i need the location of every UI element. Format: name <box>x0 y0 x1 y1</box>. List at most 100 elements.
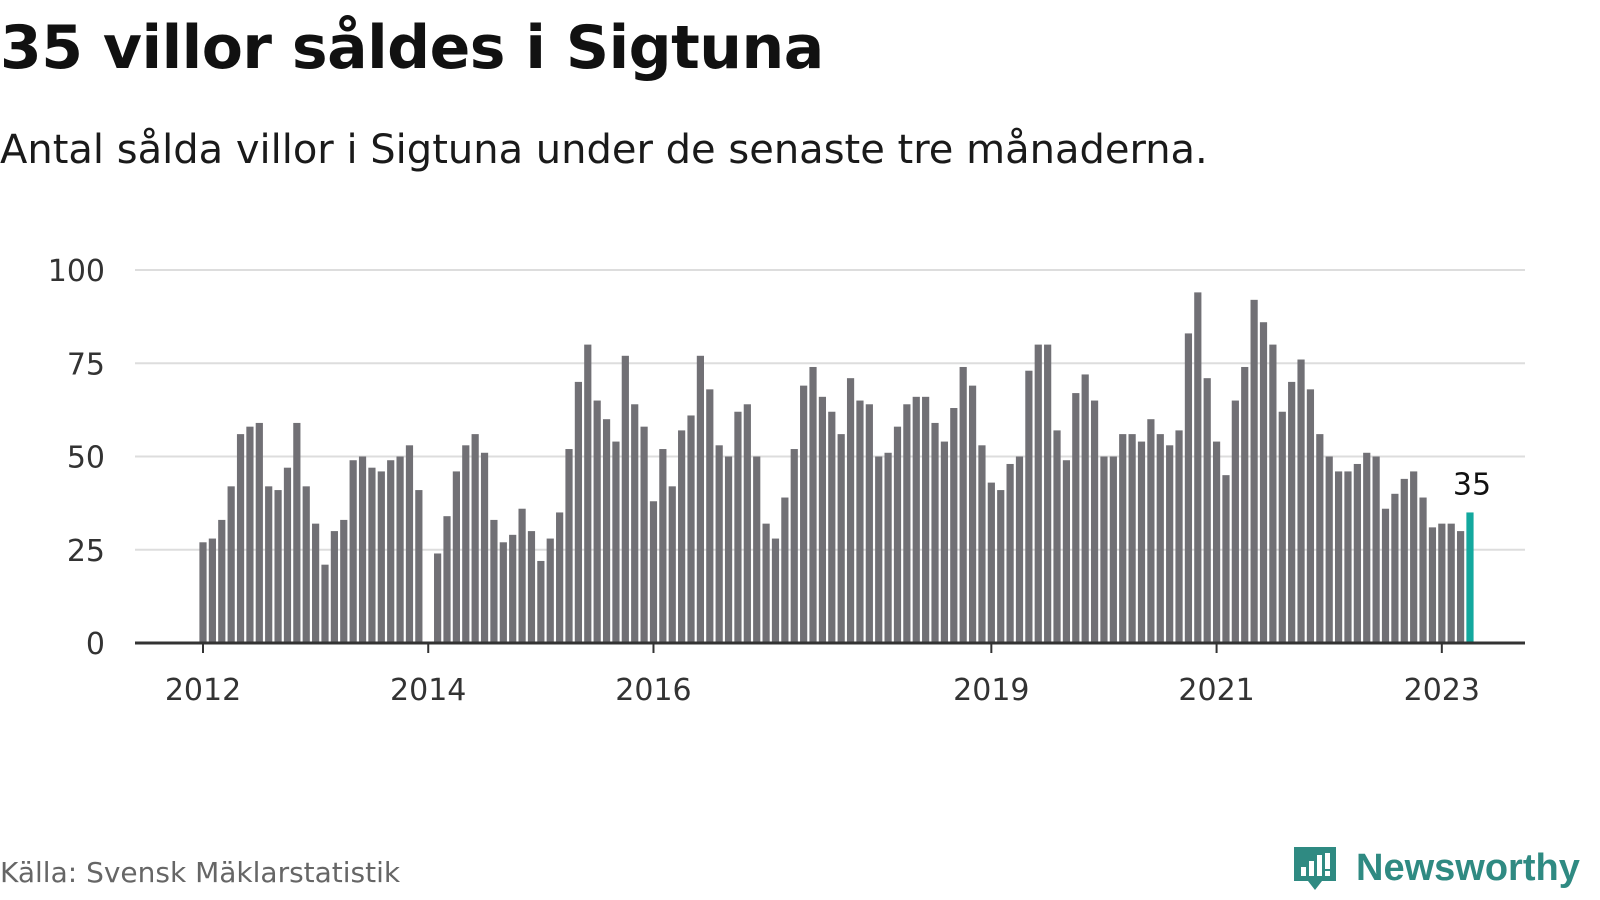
bar <box>1222 475 1230 643</box>
bar <box>875 456 883 643</box>
bar <box>1438 523 1446 643</box>
bar <box>396 456 404 643</box>
bar <box>1175 430 1183 643</box>
bar <box>546 538 554 643</box>
bar <box>696 355 704 643</box>
bar <box>584 344 592 643</box>
bar <box>762 523 770 643</box>
bar <box>208 538 216 643</box>
axes <box>135 641 1525 653</box>
bar <box>715 445 723 643</box>
bar <box>405 445 414 643</box>
bar <box>490 519 498 643</box>
bar <box>274 490 282 643</box>
bar <box>1250 299 1258 643</box>
bar <box>537 560 545 643</box>
bar <box>1372 456 1380 643</box>
source-note: Källa: Svensk Mäklarstatistik <box>0 856 401 889</box>
brand-name: Newsworthy <box>1356 846 1580 889</box>
bar <box>1081 374 1089 643</box>
bar <box>612 441 620 643</box>
bar <box>1428 527 1437 643</box>
bar <box>1344 471 1352 643</box>
bar <box>509 534 517 643</box>
bar <box>912 396 920 643</box>
bars <box>199 292 1474 643</box>
bar <box>518 508 526 643</box>
bar <box>659 449 667 643</box>
bar <box>1015 456 1024 643</box>
bar <box>527 531 536 643</box>
bar <box>1184 333 1193 643</box>
bar <box>724 456 733 643</box>
bar <box>312 523 320 643</box>
bar <box>753 456 761 643</box>
bar <box>293 422 301 643</box>
bar <box>415 490 423 643</box>
bar <box>997 490 1005 643</box>
bar <box>321 564 329 643</box>
bar <box>471 434 479 643</box>
bar <box>621 355 629 643</box>
y-tick-label: 75 <box>67 347 105 382</box>
bar <box>1034 344 1042 643</box>
bar <box>1194 292 1202 643</box>
bar <box>556 512 564 643</box>
bar <box>1259 322 1268 643</box>
bar <box>1053 430 1061 643</box>
bar <box>1400 478 1408 643</box>
bar <box>283 467 292 643</box>
bar <box>199 542 207 643</box>
bar <box>1410 471 1418 643</box>
bar <box>1166 445 1174 643</box>
bar <box>940 441 949 643</box>
bar <box>837 434 845 643</box>
bar <box>818 396 827 643</box>
bar <box>255 422 263 643</box>
bar <box>1316 434 1324 643</box>
bar <box>443 516 451 643</box>
bar <box>687 415 695 643</box>
bar <box>631 404 639 643</box>
bar <box>1306 389 1315 643</box>
bar <box>480 452 489 643</box>
bar <box>706 389 714 643</box>
bar <box>340 519 348 643</box>
bar <box>968 385 977 643</box>
bar <box>565 449 573 643</box>
bar-highlight <box>1466 512 1474 643</box>
x-tick-label: 2012 <box>165 673 241 708</box>
bar <box>1419 497 1427 643</box>
bar <box>959 366 967 643</box>
bar <box>846 378 855 643</box>
bar <box>1456 531 1465 643</box>
bar <box>893 426 902 643</box>
bar <box>922 396 930 643</box>
bar <box>1381 508 1390 643</box>
bar <box>1334 471 1343 643</box>
bar <box>1278 411 1286 643</box>
bar <box>1109 456 1117 643</box>
bar <box>950 408 958 643</box>
chart-title: 35 villor såldes i Sigtuna <box>0 13 824 83</box>
bar <box>809 366 817 643</box>
chart-subtitle: Antal sålda villor i Sigtuna under de se… <box>0 127 1208 173</box>
bar <box>743 404 751 643</box>
bar-chart: 0 25 50 75 100 35 2012 2014 2016 2019 2021 2023 <box>48 254 1525 708</box>
bar <box>246 426 254 643</box>
bar <box>302 486 310 643</box>
bar <box>368 467 376 643</box>
bar <box>602 419 611 643</box>
bar <box>884 452 892 643</box>
highlight-value-label: 35 <box>1453 467 1491 502</box>
bar <box>734 411 742 643</box>
bar <box>856 400 864 643</box>
bar <box>227 486 235 643</box>
bar <box>236 434 245 643</box>
bar <box>1325 456 1333 643</box>
bar <box>499 542 507 643</box>
bar <box>987 482 995 643</box>
newsworthy-chart-icon <box>1294 847 1336 890</box>
bar <box>330 531 338 643</box>
bar <box>593 400 601 643</box>
